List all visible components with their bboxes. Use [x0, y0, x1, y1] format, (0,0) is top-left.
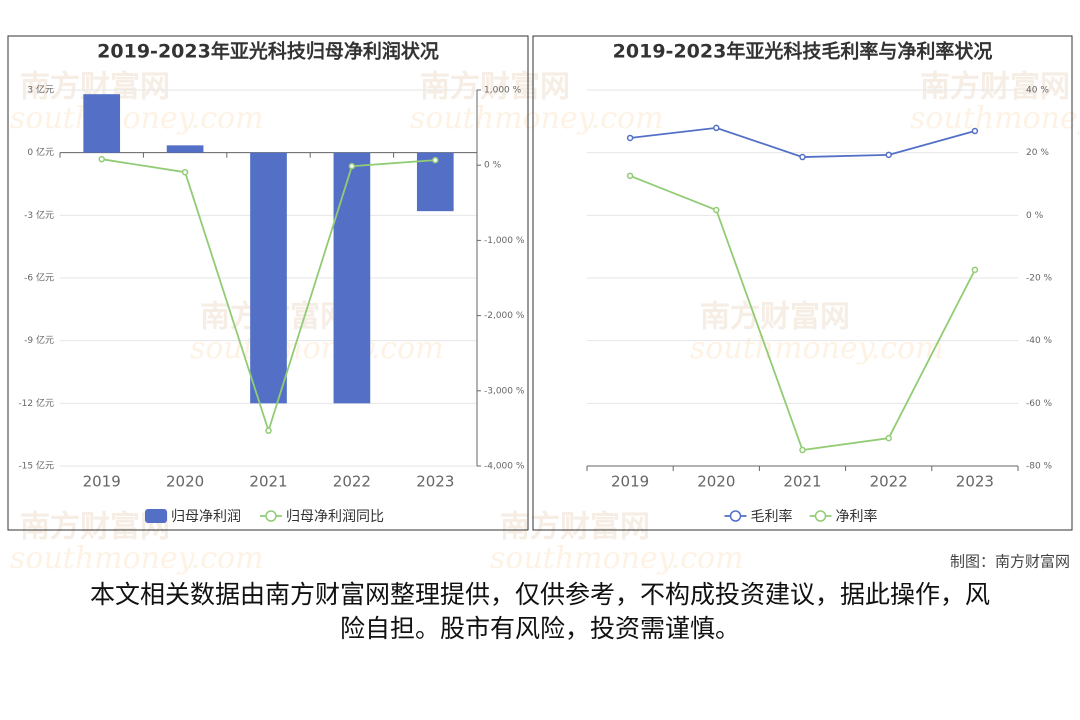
legend-label: 归母净利润 [171, 508, 241, 525]
legend-label: 归母净利润同比 [286, 508, 384, 525]
point [885, 434, 892, 442]
chart-frame [7, 35, 529, 531]
watermark-text: southmoney.com [490, 541, 744, 576]
point [265, 427, 272, 434]
point [799, 153, 806, 161]
point [799, 446, 806, 454]
point [626, 134, 634, 142]
bar [166, 145, 204, 153]
watermark-text: southmoney.com [10, 101, 264, 136]
x-tick-label: 2022 [870, 473, 908, 491]
point [432, 156, 439, 164]
y2-tick-label: -4,000 % [484, 462, 525, 472]
legend-swatch [145, 509, 167, 523]
x-tick-label: 2021 [783, 473, 821, 491]
y2-tick-label: -2,000 % [484, 311, 525, 321]
y2-tick-label: -1,000 % [484, 236, 525, 246]
point [98, 155, 105, 163]
legend-label: 净利率 [836, 508, 878, 525]
legend-swatch [814, 510, 827, 522]
point [713, 206, 720, 214]
chart-title: 2019-2023年亚光科技毛利率与净利率状况 [613, 40, 993, 63]
y-tick-label: 3 亿元 [27, 84, 54, 96]
bar [83, 94, 121, 153]
legend-swatch [265, 510, 277, 522]
y-tick-label: -40 % [1026, 336, 1053, 346]
chart-frame [532, 35, 1073, 531]
point [971, 127, 979, 135]
point [626, 172, 634, 180]
y-tick-label: 40 % [1026, 86, 1049, 96]
y2-tick-label: 0 % [484, 161, 502, 171]
x-tick-label: 2022 [333, 473, 371, 491]
y-tick-label: 0 % [1026, 211, 1044, 221]
x-tick-label: 2023 [416, 473, 454, 491]
watermark-text: 南方财富网 [700, 300, 850, 335]
y-tick-label: -80 % [1026, 462, 1053, 472]
legend-label: 毛利率 [751, 508, 793, 525]
bar [333, 152, 371, 404]
y2-tick-label: -3,000 % [484, 386, 525, 396]
point [348, 162, 356, 170]
watermark-text: southmoney.com [910, 101, 1080, 136]
credit: 制图：南方财富网 [950, 553, 1070, 571]
y-tick-label: 0 亿元 [27, 146, 54, 158]
y-tick-label: -6 亿元 [24, 272, 54, 284]
y-tick-label: -15 亿元 [18, 460, 54, 472]
x-tick-label: 2019 [83, 473, 121, 491]
x-tick-label: 2020 [166, 473, 204, 491]
watermark-text: 南方财富网 [420, 70, 570, 105]
chart-title: 2019-2023年亚光科技归母净利润状况 [97, 40, 439, 63]
point [713, 124, 720, 132]
x-tick-label: 2020 [697, 473, 735, 491]
y-tick-label: -20 % [1026, 274, 1053, 284]
y-tick-label: -60 % [1026, 399, 1053, 409]
watermark-text: southmoney.com [690, 331, 944, 366]
disclaimer: 本文相关数据由南方财富网整理提供，仅供参考，不构成投资建议，据此操作，风险自担。… [90, 580, 991, 643]
y-tick-label: -3 亿元 [24, 209, 54, 221]
x-tick-label: 2023 [956, 473, 994, 491]
bar [250, 152, 287, 404]
watermark-text: southmoney.com [190, 331, 444, 366]
point [181, 168, 189, 176]
x-tick-label: 2019 [611, 473, 649, 491]
watermarks: 南方财富网southmoney.com南方财富网southmoney.com南方… [10, 70, 1080, 577]
y-tick-label: -12 亿元 [18, 397, 54, 409]
legend-swatch [729, 510, 742, 522]
point [971, 266, 979, 274]
watermark-text: 南方财富网 [500, 510, 650, 545]
watermark-text: 南方财富网 [920, 70, 1070, 105]
point [885, 151, 892, 159]
x-tick-label: 2021 [249, 473, 287, 491]
y2-tick-label: 1,000 % [484, 86, 522, 96]
watermark-text: southmoney.com [410, 101, 664, 136]
y-tick-label: 20 % [1026, 148, 1049, 158]
watermark-text: southmoney.com [10, 541, 264, 576]
y-tick-label: -9 亿元 [24, 334, 54, 346]
